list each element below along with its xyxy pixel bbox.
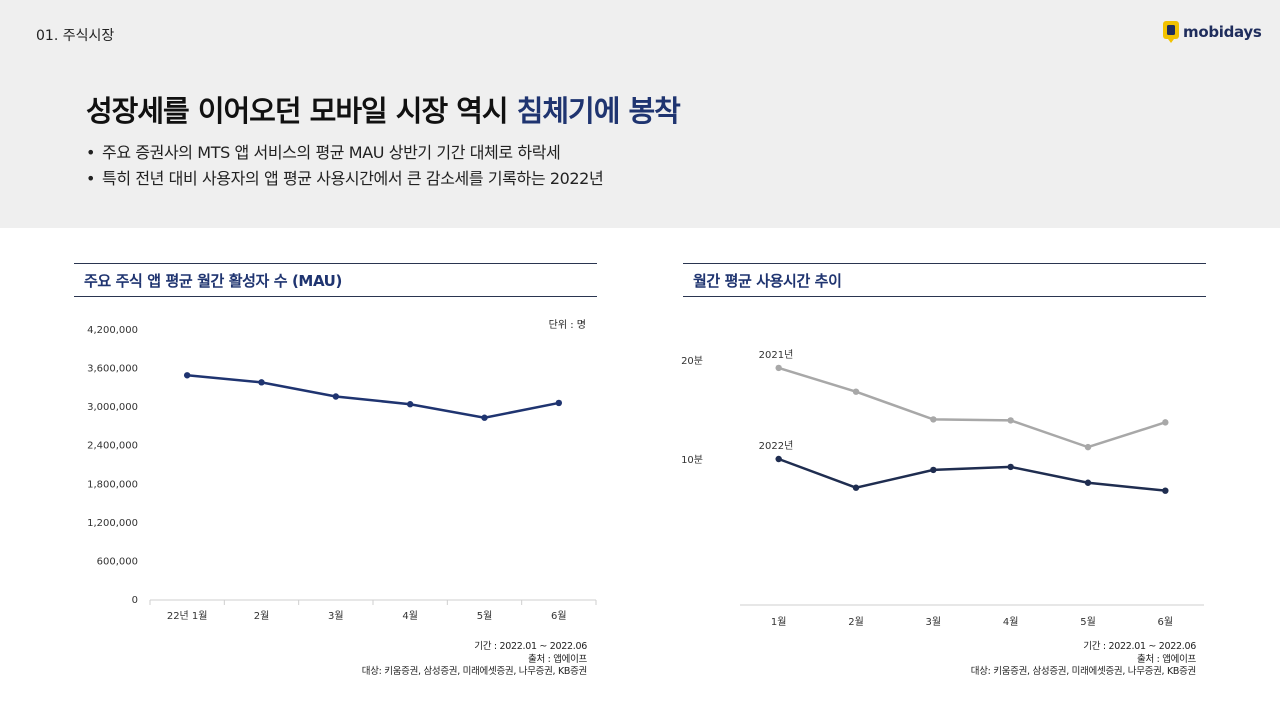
headline-accent: 침체기에 봉착 bbox=[516, 94, 681, 128]
page-title: 성장세를 이어오던 모바일 시장 역시 침체기에 봉착 bbox=[86, 88, 681, 130]
y-tick-label: 20분 bbox=[681, 355, 703, 367]
x-tick-label: 22년 1월 bbox=[167, 610, 208, 622]
x-tick-label: 5월 bbox=[477, 610, 493, 622]
data-point bbox=[930, 416, 937, 423]
data-point bbox=[258, 379, 265, 386]
bullet-item: 특히 전년 대비 사용자의 앱 평균 사용시간에서 큰 감소세를 기록하는 20… bbox=[86, 166, 604, 192]
source-note: 출처 : 앱에이프 bbox=[1137, 653, 1196, 665]
data-point bbox=[1084, 443, 1092, 451]
x-tick-label: 5월 bbox=[1080, 616, 1096, 628]
x-tick-label: 2월 bbox=[848, 616, 864, 628]
summary-bullets: 주요 증권사의 MTS 앱 서비스의 평균 MAU 상반기 기간 대체로 하락세… bbox=[86, 140, 604, 192]
data-point bbox=[555, 399, 563, 407]
data-point bbox=[1162, 419, 1169, 426]
period-note: 기간 : 2022.01 ~ 2022.06 bbox=[474, 641, 587, 652]
x-tick-label: 1월 bbox=[771, 616, 787, 628]
x-tick-label: 3월 bbox=[926, 616, 942, 628]
data-point bbox=[775, 455, 782, 463]
mau-chart-title: 주요 주식 앱 평균 월간 활성자 수 (MAU) bbox=[74, 263, 597, 297]
series-line-2021 bbox=[778, 366, 1166, 449]
usage-time-line-chart: 20분 10분 1월 2월 3월 4월 5월 6월 2021년 2022년 bbox=[681, 349, 1204, 628]
y-tick-label: 600,000 bbox=[97, 556, 138, 567]
targets-note: 대상: 키움증권, 삼성증권, 미래에셋증권, 나무증권, KB증권 bbox=[361, 666, 588, 677]
source-note: 출처 : 앱에이프 bbox=[528, 653, 587, 665]
data-point bbox=[1007, 417, 1014, 424]
series-line-mau bbox=[187, 374, 560, 419]
x-tick-label: 4월 bbox=[1003, 616, 1019, 628]
y-tick-label: 3,600,000 bbox=[87, 364, 138, 375]
y-tick-label: 4,200,000 bbox=[87, 325, 138, 336]
y-tick-label: 2,400,000 bbox=[87, 441, 138, 452]
y-tick-label: 3,000,000 bbox=[87, 402, 138, 413]
data-point bbox=[775, 364, 782, 372]
data-point bbox=[481, 414, 488, 421]
x-tick-label: 4월 bbox=[402, 610, 418, 622]
x-tick-label: 6월 bbox=[551, 610, 567, 622]
data-point bbox=[406, 401, 414, 408]
y-tick-label: 0 bbox=[132, 595, 138, 606]
data-point bbox=[332, 393, 340, 400]
data-point bbox=[852, 388, 860, 395]
data-point bbox=[183, 372, 191, 379]
brand-name: mobidays bbox=[1183, 23, 1262, 41]
x-tick-label: 2월 bbox=[254, 610, 270, 622]
data-point bbox=[1007, 463, 1014, 471]
unit-label: 단위 : 명 bbox=[549, 318, 586, 331]
data-point bbox=[1162, 487, 1169, 494]
bullet-item: 주요 증권사의 MTS 앱 서비스의 평균 MAU 상반기 기간 대체로 하락세 bbox=[86, 140, 603, 166]
mau-line-chart: 4,200,000 3,600,000 3,000,000 2,400,000 1,80… bbox=[87, 318, 597, 622]
headline-main: 성장세를 이어오던 모바일 시장 역시 bbox=[86, 94, 517, 128]
x-tick-label: 6월 bbox=[1158, 616, 1174, 628]
logo-mark-icon bbox=[1163, 21, 1179, 43]
section-label: 01. 주식시장 bbox=[36, 28, 115, 44]
targets-note: 대상: 키움증권, 삼성증권, 미래에셋증권, 나무증권, KB증권 bbox=[970, 666, 1197, 677]
data-point bbox=[930, 466, 937, 474]
brand-logo: mobidays bbox=[1162, 20, 1262, 44]
data-point bbox=[1084, 479, 1092, 486]
x-tick-label: 3월 bbox=[328, 610, 344, 622]
series-label: 2022년 bbox=[759, 440, 794, 452]
y-tick-label: 10분 bbox=[681, 454, 703, 466]
series-line-2022 bbox=[778, 457, 1166, 492]
usage-chart-title: 월간 평균 사용시간 추이 bbox=[683, 263, 1206, 297]
series-label: 2021년 bbox=[759, 349, 794, 361]
y-tick-label: 1,200,000 bbox=[87, 518, 138, 529]
source-footnote: 기간 : 2022.01 ~ 2022.06 출처 : 앱에이프 대상: 키움증… bbox=[361, 641, 588, 679]
data-point bbox=[852, 484, 860, 491]
y-tick-label: 1,800,000 bbox=[87, 479, 138, 490]
source-footnote: 기간 : 2022.01 ~ 2022.06 출처 : 앱에이프 대상: 키움증… bbox=[970, 641, 1197, 679]
period-note: 기간 : 2022.01 ~ 2022.06 bbox=[1083, 641, 1196, 652]
